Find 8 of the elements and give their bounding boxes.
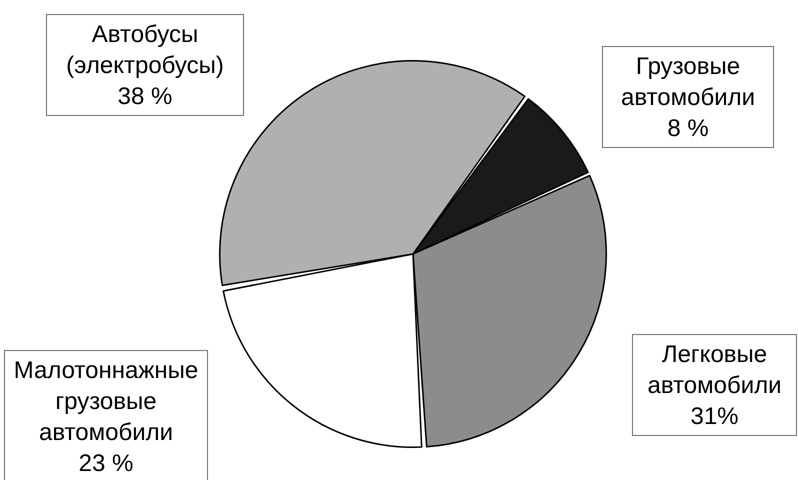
data-label: 23 % xyxy=(78,449,134,479)
slice-label: Автобусы (электробусы) xyxy=(65,20,225,81)
data-label: 38 % xyxy=(116,82,174,112)
slice-label: Легковые автомобили xyxy=(646,340,783,401)
data-label: 31% xyxy=(689,402,740,432)
slice-label: Грузовые автомобили xyxy=(620,52,756,113)
data-label: 8 % xyxy=(666,114,710,144)
slice-label: Малотоннажные грузовые автомобили xyxy=(12,356,200,448)
